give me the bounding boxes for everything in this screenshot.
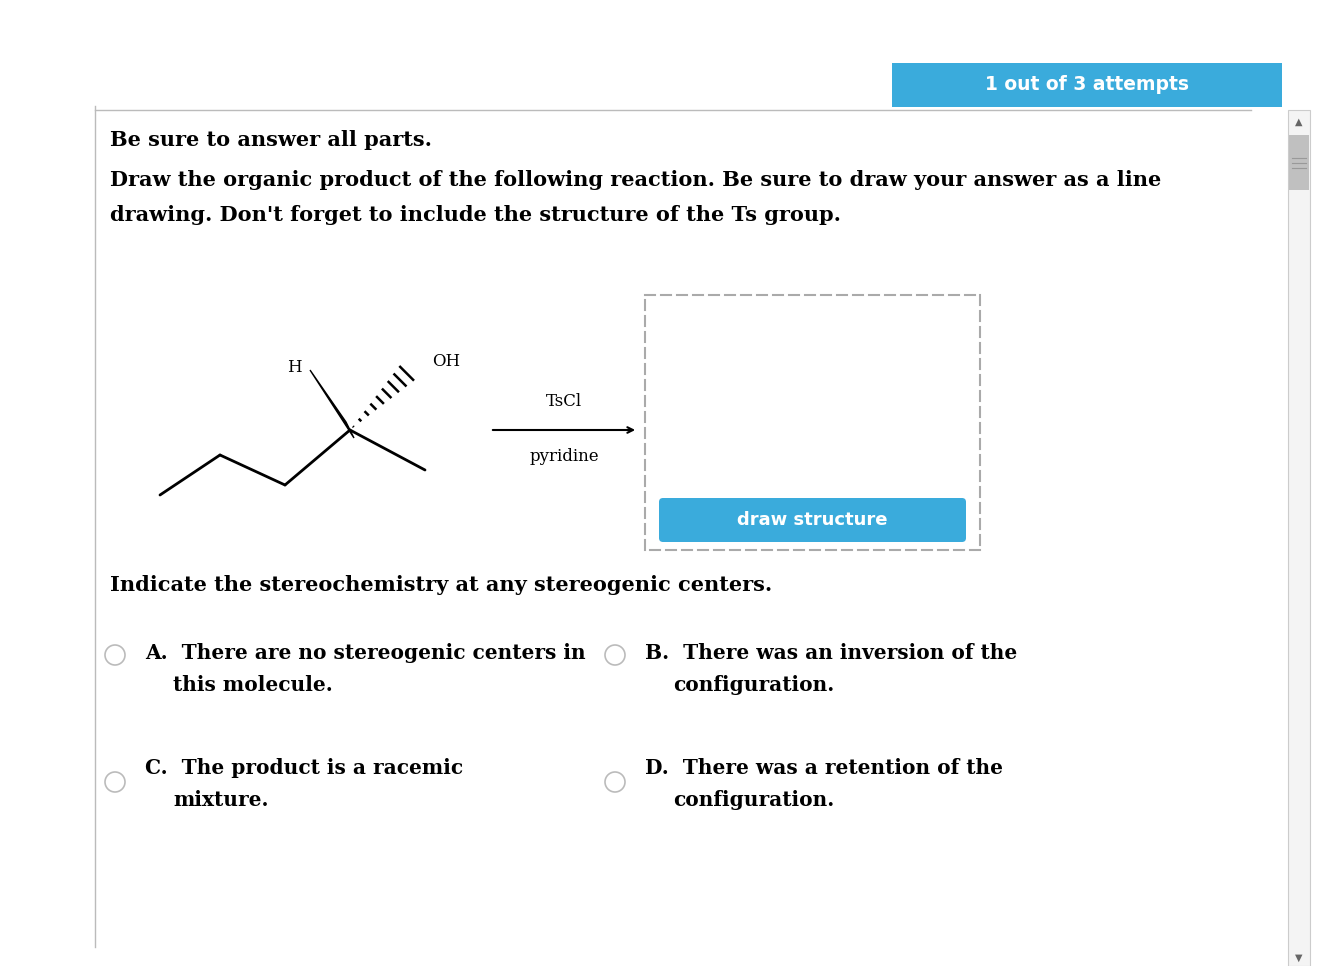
Text: configuration.: configuration. xyxy=(673,790,834,810)
Bar xyxy=(1289,135,1309,190)
Text: ▼: ▼ xyxy=(1296,953,1302,963)
Text: pyridine: pyridine xyxy=(529,448,599,465)
Text: B.  There was an inversion of the: B. There was an inversion of the xyxy=(645,643,1017,663)
Bar xyxy=(1288,110,1310,966)
Text: C.  The product is a racemic: C. The product is a racemic xyxy=(145,758,463,778)
Text: this molecule.: this molecule. xyxy=(173,675,333,695)
Polygon shape xyxy=(309,370,354,438)
Bar xyxy=(892,63,1282,107)
Text: D.  There was a retention of the: D. There was a retention of the xyxy=(645,758,1003,778)
Text: TsCl: TsCl xyxy=(546,393,582,410)
Text: Indicate the stereochemistry at any stereogenic centers.: Indicate the stereochemistry at any ster… xyxy=(110,575,772,595)
Text: A.  There are no stereogenic centers in: A. There are no stereogenic centers in xyxy=(145,643,586,663)
Text: Be sure to answer all parts.: Be sure to answer all parts. xyxy=(110,130,432,150)
Text: mixture.: mixture. xyxy=(173,790,268,810)
Text: draw structure: draw structure xyxy=(738,511,888,529)
Text: OH: OH xyxy=(432,354,460,371)
Text: drawing. Don't forget to include the structure of the Ts group.: drawing. Don't forget to include the str… xyxy=(110,205,841,225)
FancyBboxPatch shape xyxy=(658,498,966,542)
Text: H: H xyxy=(287,359,301,377)
Text: Draw the organic product of the following reaction. Be sure to draw your answer : Draw the organic product of the followin… xyxy=(110,170,1161,190)
Text: 1 out of 3 attempts: 1 out of 3 attempts xyxy=(985,75,1188,95)
Text: configuration.: configuration. xyxy=(673,675,834,695)
Text: ▲: ▲ xyxy=(1296,117,1302,127)
